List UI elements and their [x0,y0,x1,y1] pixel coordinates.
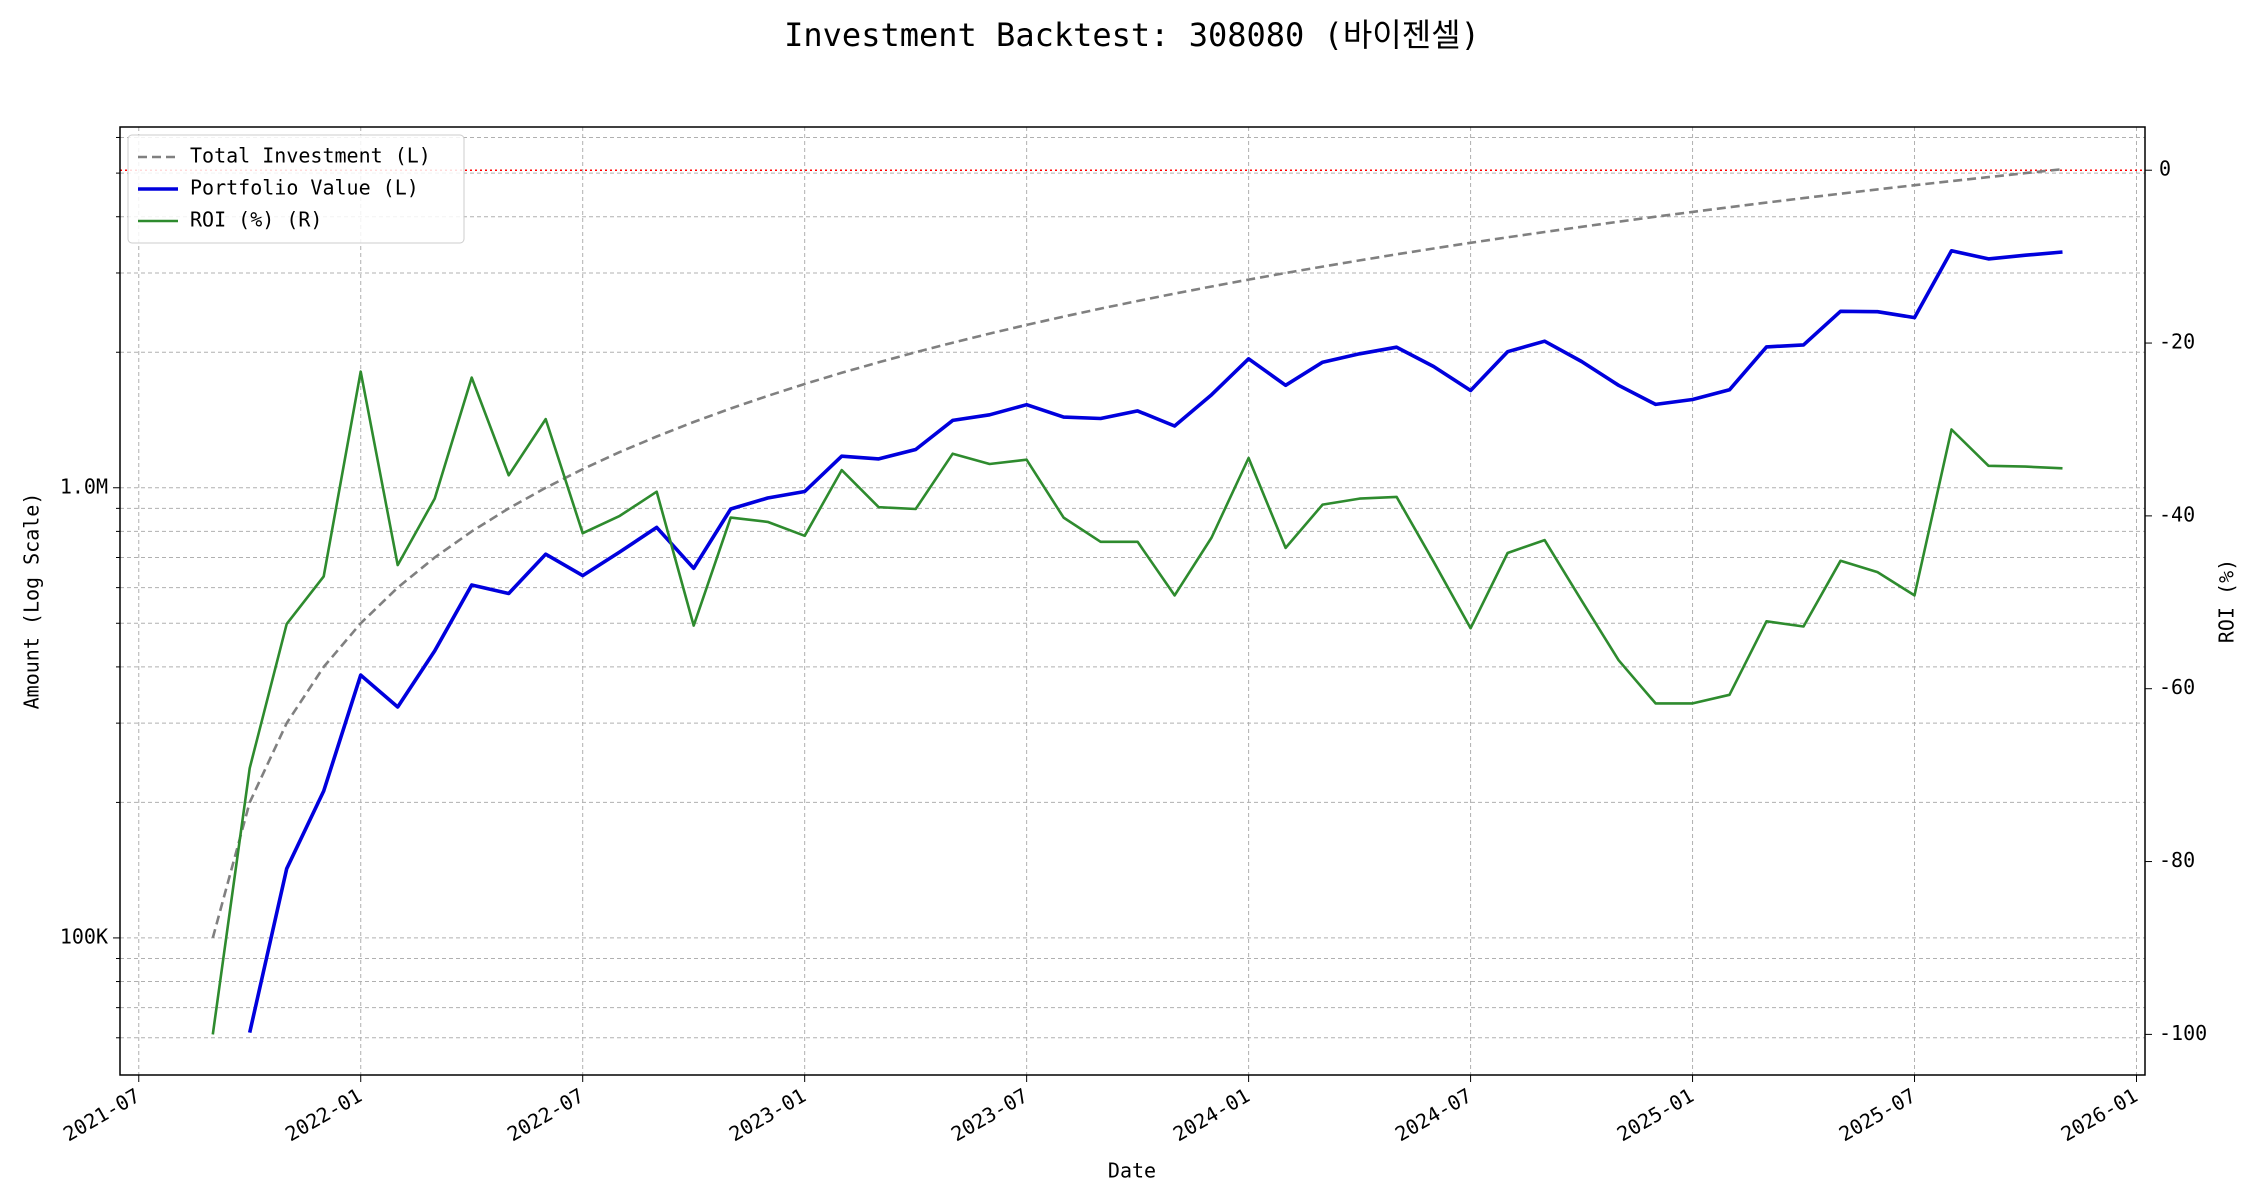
x-tick-label: 2024-07 [1391,1083,1476,1146]
y2-tick-label: -100 [2159,1021,2207,1045]
x-tick-label: 2025-01 [1613,1083,1698,1146]
series-line [247,249,2063,1033]
y-axis-label: Amount (Log Scale) [20,493,44,710]
x-tick-label: 2024-01 [1169,1083,1254,1146]
y-tick-label: 100K [60,924,108,948]
legend-label: ROI (%) (R) [190,208,322,232]
series-line [211,370,2063,1035]
legend-label: Total Investment (L) [190,144,431,168]
plot-frame [119,126,2146,1076]
x-tick-label: 2022-01 [281,1083,366,1146]
x-tick-label: 2026-01 [2057,1083,2142,1146]
x-tick-label: 2023-01 [725,1083,810,1146]
x-tick-label: 2022-07 [503,1083,588,1146]
y2-axis-label: ROI (%) [2215,559,2239,643]
y2-tick-label: -40 [2159,502,2195,526]
x-axis-label: Date [1108,1159,1156,1183]
x-tick-label: 2025-07 [1835,1083,1920,1146]
legend-box [127,134,465,244]
y2-tick-label: 0 [2159,157,2171,181]
x-tick-label: 2023-07 [947,1083,1032,1146]
series-line [211,167,2063,939]
legend-label: Portfolio Value (L) [190,176,419,200]
x-tick-label: 2021-07 [59,1083,144,1146]
y-tick-label: 1.0M [60,474,108,498]
plot-area [211,167,2063,1035]
y2-tick-label: -20 [2159,330,2195,354]
y2-tick-label: -80 [2159,848,2195,872]
chart-title: Investment Backtest: 308080 (바이젠셀) [784,16,1480,54]
y2-tick-label: -60 [2159,675,2195,699]
